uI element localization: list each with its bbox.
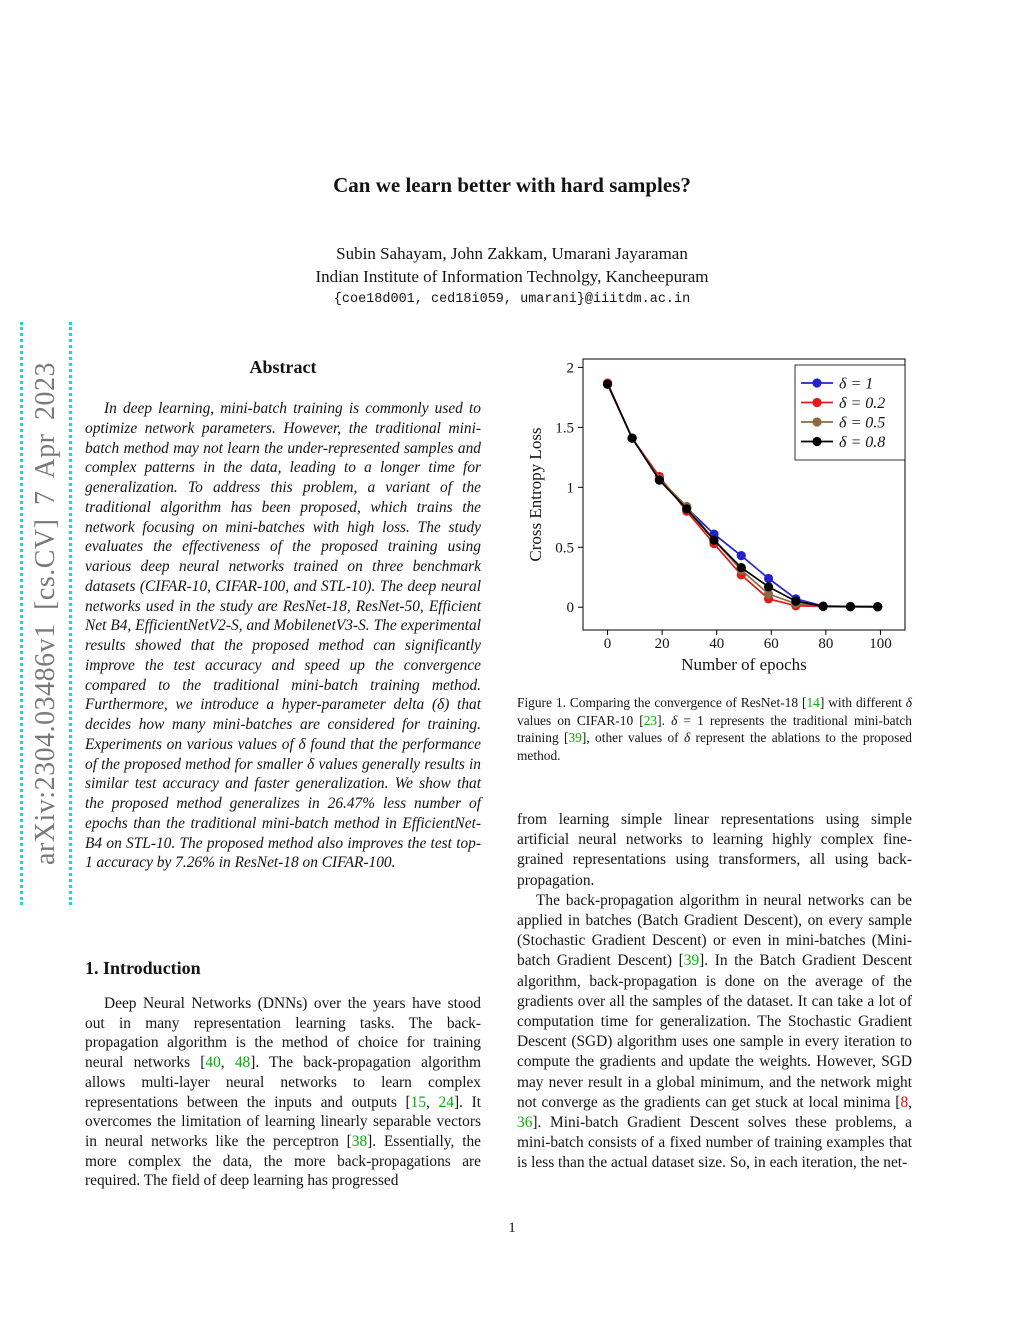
citation-link[interactable]: 15 <box>410 1093 427 1111</box>
text-run: Figure 1. Comparing the convergence of R… <box>517 695 807 710</box>
citation-link[interactable]: 24 <box>438 1093 454 1111</box>
body-paragraph-continuation: from learning simple linear representati… <box>517 810 912 891</box>
y-tick-label: 2 <box>567 360 575 376</box>
text-run: ]. <box>657 712 672 728</box>
x-tick-label: 80 <box>818 636 833 652</box>
abstract-heading: Abstract <box>249 357 317 377</box>
math-symbol: δ <box>671 712 678 728</box>
text-run: ] with different <box>819 695 906 710</box>
citation-link[interactable]: 48 <box>234 1054 251 1072</box>
y-axis-label: Cross Entropy Loss <box>526 427 545 561</box>
text-run: , <box>426 1093 439 1111</box>
figure-1-line-chart: 0 20 40 60 80 100 0 0.5 1 1.5 2 Number of epochs Cro… <box>526 358 906 674</box>
x-tick-label: 60 <box>764 636 779 652</box>
text-run: ]. Mini-batch Gradient Descent solves th… <box>517 1114 912 1172</box>
plot-border <box>582 358 906 631</box>
text-run: values on CIFAR-10 [ <box>517 712 644 728</box>
x-tick-label: 20 <box>655 636 670 652</box>
page-number: 1 <box>508 1220 516 1236</box>
text-run: from learning simple linear representati… <box>517 811 912 889</box>
y-tick-label: 1 <box>567 480 575 496</box>
citation-link[interactable]: 23 <box>643 712 658 728</box>
body-paragraph: The back-propagation algorithm in neural… <box>517 891 912 1174</box>
text-run: ]. Essentially, the more complex the dat… <box>85 1132 481 1190</box>
text-run: ]. The back-propagation algorithm allows… <box>85 1054 481 1111</box>
abstract-text: In deep learning, mini-batch training is… <box>85 400 481 872</box>
affiliation-line: Indian Institute of Information Technolg… <box>315 267 709 286</box>
legend-label: δ = 0.2 <box>839 395 885 412</box>
text-run: ], other values of <box>581 730 684 746</box>
arxiv-watermark: arXiv:2304.03486v1 [cs.CV] 7 Apr 2023 <box>20 322 72 905</box>
y-tick-label: 0 <box>567 600 575 616</box>
text-run: , <box>220 1054 235 1072</box>
email-line: {coe18d001, ced18i059, umarani}@iiitdm.a… <box>333 292 691 307</box>
x-tick-label: 100 <box>869 636 892 652</box>
text-run: represent the ablations to the proposed … <box>517 730 912 763</box>
section-heading-introduction: 1. Introduction <box>85 958 201 978</box>
citation-link[interactable]: 38 <box>351 1132 368 1150</box>
right-column-text: from learning simple linear representati… <box>517 810 912 1174</box>
text-run: = 1 represents the traditional mini-batc… <box>517 712 912 746</box>
math-symbol: δ <box>905 695 912 710</box>
legend-label: δ = 0.5 <box>839 415 885 432</box>
citation-link[interactable]: 14 <box>806 695 820 710</box>
text-run: Deep Neural Networks (DNNs) over the yea… <box>85 995 481 1072</box>
paper-title: Can we learn better with hard samples? <box>333 173 691 197</box>
citation-link[interactable]: 39 <box>568 730 582 746</box>
legend-label: δ = 0.8 <box>839 434 885 451</box>
legend-label: δ = 1 <box>839 376 873 393</box>
math-symbol: δ <box>683 730 691 746</box>
x-tick-label: 0 <box>604 636 612 652</box>
x-tick-label: 40 <box>709 636 724 652</box>
legend: δ = 1 δ = 0.2 δ = 0.5 δ = 0.8 <box>794 364 906 461</box>
text-run: ]. In the Batch Gradient Descent algorit… <box>517 952 912 1111</box>
arxiv-watermark-text: arXiv:2304.03486v1 [cs.CV] 7 Apr 2023 <box>30 362 61 865</box>
y-tick-label: 1.5 <box>555 420 574 436</box>
text-run: ]. It overcomes the limitation of learni… <box>85 1093 481 1150</box>
y-tick-label: 0.5 <box>555 540 574 556</box>
citation-link[interactable]: 8 <box>900 1093 909 1111</box>
x-axis-label: Number of epochs <box>681 655 807 674</box>
text-run: , <box>908 1093 912 1111</box>
text-run: The back-propagation algorithm in neural… <box>517 891 912 970</box>
citation-link[interactable]: 36 <box>517 1114 533 1132</box>
introduction-paragraph: Deep Neural Networks (DNNs) over the yea… <box>85 994 481 1191</box>
figure-1-caption: Figure 1. Comparing the convergence of R… <box>517 694 912 764</box>
series-3 <box>602 379 883 612</box>
citation-link[interactable]: 40 <box>205 1054 221 1072</box>
authors-line: Subin Sahayam, John Zakkam, Umarani Jaya… <box>336 244 688 263</box>
citation-link[interactable]: 39 <box>683 952 700 970</box>
